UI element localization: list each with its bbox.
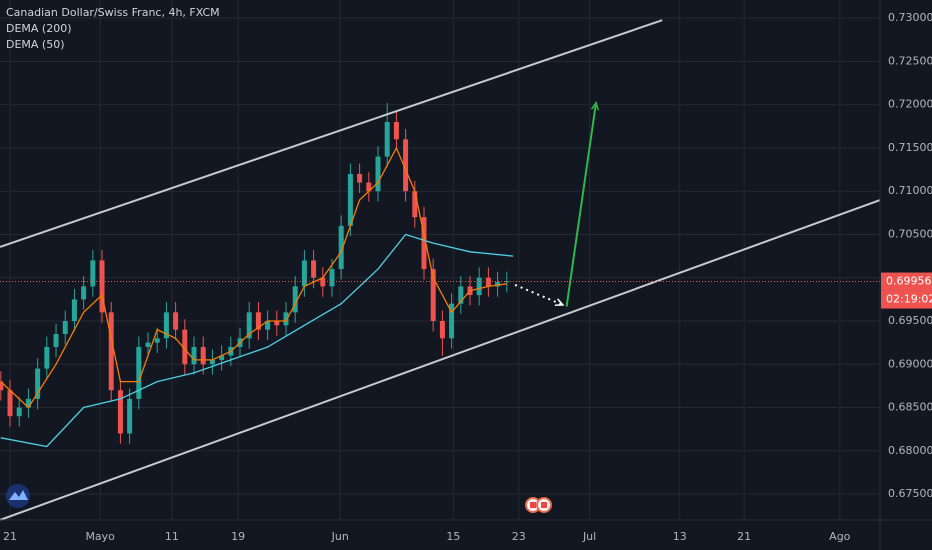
candle-body [504, 281, 510, 283]
candle-body [173, 312, 179, 330]
x-tick-label: 21 [737, 530, 751, 543]
drawing-line [514, 283, 564, 306]
y-tick-label: 0.70500 [888, 227, 932, 240]
candle-body [145, 342, 151, 347]
candle-body [71, 299, 77, 321]
x-tick-label: 19 [231, 530, 245, 543]
arrow-head [590, 101, 600, 111]
candle-body [53, 333, 59, 347]
countdown-bg [881, 290, 932, 309]
candle-body [357, 173, 363, 183]
drawing-line [0, 199, 881, 521]
y-tick-label: 0.71000 [888, 184, 932, 197]
candle-body [108, 312, 114, 391]
candle-body [81, 286, 87, 300]
candle-body [35, 368, 41, 399]
y-tick-label: 0.67500 [888, 487, 932, 500]
candle-body [136, 346, 142, 399]
candle-body [301, 260, 307, 287]
candle-body [375, 156, 381, 192]
candle-body [44, 346, 50, 369]
candle-body [393, 121, 399, 140]
event-flag[interactable] [530, 502, 536, 508]
x-tick-label: Mayo [85, 530, 115, 543]
candle-body [366, 182, 372, 192]
x-tick-label: 21 [3, 530, 17, 543]
x-tick-label: 23 [512, 530, 526, 543]
candle-body [292, 286, 298, 313]
candle-body [476, 277, 482, 296]
price-label-bg [881, 272, 932, 291]
indicator-line [0, 146, 507, 409]
arrow-head [554, 298, 565, 307]
indicator-line [0, 233, 514, 448]
x-tick-label: 15 [446, 530, 460, 543]
candle-body [320, 277, 326, 287]
x-tick-label: 11 [165, 530, 179, 543]
candle-body [25, 398, 31, 408]
candle-body [127, 398, 133, 434]
candle-body [439, 320, 445, 339]
candle-body [347, 173, 353, 226]
candle-body [329, 269, 335, 287]
countdown: 02:19:02 [886, 293, 932, 306]
legend-entry: DEMA (50) [6, 38, 65, 51]
candle-body [458, 286, 464, 304]
event-icons[interactable] [525, 497, 552, 513]
candle-body [200, 346, 206, 365]
y-tick-label: 0.72500 [888, 54, 932, 67]
y-tick-label: 0.69500 [888, 314, 932, 327]
x-tick-label: Ago [829, 530, 851, 543]
candle-body [403, 139, 409, 192]
candle-body [209, 359, 215, 365]
candle-body [163, 312, 169, 339]
candle-body [412, 191, 418, 218]
drawing-line [0, 19, 663, 248]
candle-body [255, 312, 261, 330]
logo[interactable] [6, 484, 30, 508]
candle-body [219, 355, 225, 360]
x-tick-label: Jul [582, 530, 596, 543]
candle-body [283, 312, 289, 326]
drawing-line [565, 102, 598, 307]
candle-body [421, 217, 427, 270]
y-tick-label: 0.68000 [888, 444, 932, 457]
candle-body [191, 346, 197, 365]
candle-body [62, 320, 68, 334]
event-flag[interactable] [541, 502, 547, 508]
candle-body [265, 320, 271, 330]
price-label: 0.69956 [886, 275, 932, 288]
candle-body [338, 225, 344, 270]
x-tick-label: 13 [673, 530, 687, 543]
candle-body [485, 277, 491, 287]
y-tick-label: 0.73000 [888, 11, 932, 24]
candle-body [430, 269, 436, 321]
x-tick-label: Jun [331, 530, 349, 543]
candle-body [274, 320, 280, 326]
candle-body [449, 303, 455, 339]
candle-body [311, 260, 317, 278]
y-tick-label: 0.71500 [888, 141, 932, 154]
candle-body [495, 282, 501, 287]
y-tick-label: 0.72000 [888, 98, 932, 111]
logo-icon[interactable] [9, 490, 28, 500]
candle-body [246, 312, 252, 339]
candle-body [117, 390, 123, 434]
candle-body [7, 390, 13, 417]
candle-body [99, 260, 105, 313]
candle-body [384, 121, 390, 157]
candle-body [90, 260, 96, 287]
candle-body [16, 407, 22, 417]
y-tick-label: 0.68500 [888, 401, 932, 414]
legend-entry: DEMA (200) [6, 22, 72, 35]
candle-body [182, 329, 188, 365]
y-tick-label: 0.69000 [888, 357, 932, 370]
candle-body [154, 338, 160, 343]
candle-body [0, 381, 4, 391]
chart-title: Canadian Dollar/Swiss Franc, 4h, FXCM [6, 6, 220, 19]
